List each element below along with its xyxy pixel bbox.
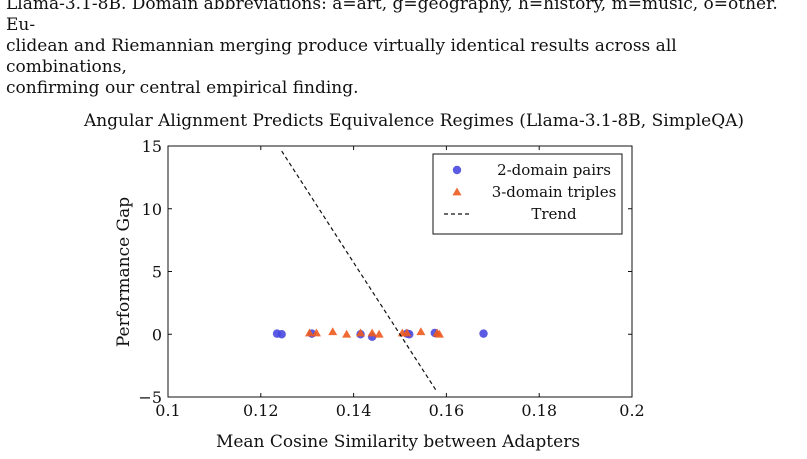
legend-label: Trend: [531, 205, 577, 223]
chart-title: Angular Alignment Predicts Equivalence R…: [83, 111, 744, 131]
triple-point: [328, 327, 338, 336]
y-tick-label: −5: [138, 388, 162, 407]
triple-point: [434, 329, 444, 338]
y-tick-label: 10: [142, 200, 162, 219]
caption-line-3: confirming our central empirical finding…: [6, 78, 359, 98]
pair-point: [479, 329, 488, 338]
data-marks: [272, 150, 488, 393]
legend: 2-domain pairs 3-domain triples Trend: [432, 153, 623, 235]
legend-box: [432, 153, 623, 235]
y-axis-label: Performance Gap: [114, 197, 134, 347]
triple-point: [311, 328, 321, 337]
y-tick-label: 0: [152, 325, 162, 344]
caption-line-2: clidean and Riemannian merging produce v…: [6, 36, 677, 77]
caption-line-1: Llama-3.1-8B. Domain abbreviations: a=ar…: [6, 0, 778, 35]
triple-point: [374, 329, 384, 338]
triple-point: [416, 327, 426, 336]
legend-label: 3-domain triples: [492, 183, 617, 201]
triple-point: [342, 329, 352, 338]
legend-swatch: [452, 187, 462, 196]
x-tick-label: 0.18: [521, 401, 557, 420]
x-axis-label: Mean Cosine Similarity between Adapters: [216, 432, 580, 452]
triple-point: [367, 328, 377, 337]
x-tick-label: 0.1: [155, 401, 180, 420]
axes: 0.1 0.12 0.14 0.16 0.18 0.2 −5 0 5 10 15: [138, 137, 644, 420]
x-tick-label: 0.16: [429, 401, 465, 420]
x-tick-label: 0.12: [243, 401, 279, 420]
triple-point: [356, 328, 366, 337]
triple-point: [305, 328, 315, 337]
figure-caption: Llama-3.1-8B. Domain abbreviations: a=ar…: [6, 0, 802, 99]
triple-point: [402, 328, 412, 337]
x-tick-label: 0.2: [619, 401, 644, 420]
pair-point: [277, 330, 286, 339]
legend-swatch: [452, 165, 462, 175]
trend-line: [281, 150, 438, 393]
y-tick-label: 15: [142, 137, 162, 156]
legend-label: 2-domain pairs: [497, 161, 611, 179]
y-tick-label: 5: [152, 263, 162, 282]
x-tick-label: 0.14: [336, 401, 372, 420]
